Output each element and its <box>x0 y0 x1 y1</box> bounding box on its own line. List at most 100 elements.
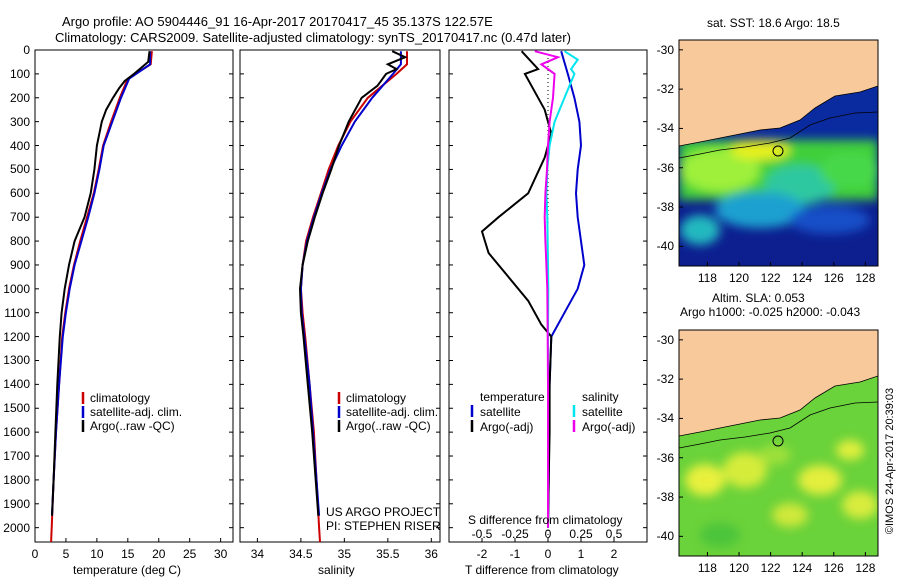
depth-tick-label: 700 <box>9 210 30 225</box>
depth-tick-label: 500 <box>9 162 30 177</box>
map-lat-tick-label: -34 <box>656 411 674 426</box>
temperature-tick-label: 0 <box>31 547 39 561</box>
temperature-panel <box>34 49 647 543</box>
difference-legend-swatches <box>470 405 576 432</box>
depth-tick-label: 2000 <box>3 520 30 535</box>
map-lat-tick-label: -38 <box>656 200 674 215</box>
map-lat-tick-label: -36 <box>656 160 674 175</box>
depth-tick-label: 1000 <box>3 281 30 296</box>
t-difference-tick-label: 0 <box>544 547 552 561</box>
series-s-argo-adj- <box>534 50 561 528</box>
float-marker-sla <box>772 435 784 447</box>
diff-legend-t-argo: Argo(-adj) <box>480 420 534 434</box>
t-difference-xlabel: T difference from climatology <box>465 563 619 577</box>
map-lat-tick-label: -36 <box>656 450 674 465</box>
salinity-tick-label: 36 <box>424 547 438 561</box>
depth-tick-label: 1400 <box>3 377 30 392</box>
salinity-axes-frame <box>239 49 441 543</box>
diff-legend-s-satellite: satellite <box>582 405 623 419</box>
sla-map-frame <box>678 329 879 557</box>
map-lat-tick-label: -30 <box>656 42 674 57</box>
depth-tick-label: 1200 <box>3 329 30 344</box>
project-annotation-line1: US ARGO PROJECT <box>326 505 441 519</box>
sla-map-image <box>679 330 878 556</box>
series-argo-raw-qc- <box>51 51 151 516</box>
sla-map-title-1: Altim. SLA: 0.053 <box>712 291 805 305</box>
series-argo-raw-qc- <box>298 50 408 516</box>
depth-tick-label: 1800 <box>3 472 30 487</box>
s-difference-tick-label: 0.5 <box>605 527 623 541</box>
salinity-panel <box>239 49 441 543</box>
temperature-xlabel: temperature (deg C) <box>73 563 182 577</box>
temperature-tick-label: 20 <box>152 547 166 561</box>
diff-legend-temperature: temperature <box>480 390 545 404</box>
depth-tick-label: 1500 <box>3 401 30 416</box>
temperature-tick-label: 15 <box>121 547 135 561</box>
series-satellite-adj-clim- <box>51 51 152 516</box>
depth-tick-label: 1300 <box>3 353 30 368</box>
s-difference-tick-label: -0.25 <box>501 527 529 541</box>
map-lat-tick-label: -40 <box>656 239 674 254</box>
s-difference-tick-label: 0 <box>544 527 552 541</box>
salinity-xlabel: salinity <box>318 563 355 577</box>
header-line-2: Climatology: CARS2009. Satellite-adjuste… <box>55 30 571 45</box>
depth-tick-label: 1700 <box>3 449 30 464</box>
map-lon-tick-label: 128 <box>855 561 876 575</box>
diff-legend-salinity: salinity <box>582 390 619 404</box>
series-t-argo-adj- <box>480 50 553 528</box>
diff-legend-s-argo: Argo(-adj) <box>582 420 636 434</box>
salinity-legend-satellite-adj: satellite-adj. clim. <box>346 405 439 419</box>
temperature-tick-label: 10 <box>90 547 104 561</box>
float-marker-sst <box>772 145 784 157</box>
map-lat-tick-label: -32 <box>656 372 674 387</box>
legend-climatology: climatology <box>90 391 151 405</box>
map-lon-tick-label: 120 <box>729 561 750 575</box>
map-lat-tick-label: -38 <box>656 490 674 505</box>
sst-map-image <box>679 40 878 266</box>
depth-tick-label: 200 <box>9 90 30 105</box>
map-lat-tick-label: -34 <box>656 121 674 136</box>
sla-map-title-2: Argo h1000: -0.025 h2000: -0.043 <box>680 305 861 319</box>
legend-argo: Argo(..raw -QC) <box>90 419 175 433</box>
salinity-tick-label: 35.5 <box>376 547 400 561</box>
depth-tick-label: 900 <box>9 257 30 272</box>
t-difference-tick-label: -1 <box>509 547 521 561</box>
map-lon-tick-label: 120 <box>729 271 750 285</box>
depth-tick-label: 600 <box>9 186 30 201</box>
series-s-satellite <box>545 50 580 528</box>
map-lat-tick-label: -40 <box>656 529 674 544</box>
depth-tick-label: 1600 <box>3 425 30 440</box>
map-lon-tick-label: 128 <box>855 271 876 285</box>
depth-tick-label: 100 <box>9 66 30 81</box>
temperature-axes-frame <box>34 49 234 543</box>
imos-credit: ©IMOS 24-Apr-2017 20:39:03 <box>884 387 896 535</box>
project-annotation-line2: PI: STEPHEN RISER <box>326 519 441 533</box>
s-difference-tick-label: -0.5 <box>471 527 493 541</box>
map-lat-tick-label: -32 <box>656 82 674 97</box>
map-lon-tick-label: 124 <box>792 271 813 285</box>
header-line-1: Argo profile: AO 5904446_91 16-Apr-2017 … <box>62 14 493 29</box>
temperature-tick-label: 25 <box>183 547 197 561</box>
diff-legend-t-satellite: satellite <box>480 405 521 419</box>
map-lon-tick-label: 126 <box>823 561 844 575</box>
depth-tick-label: 1900 <box>3 496 30 511</box>
map-lat-tick-label: -30 <box>656 332 674 347</box>
depth-tick-label: 300 <box>9 114 30 129</box>
map-lon-tick-label: 124 <box>792 561 813 575</box>
sst-map-frame <box>678 39 879 267</box>
salinity-tick-label: 34.5 <box>289 547 313 561</box>
t-difference-tick-label: 1 <box>577 547 585 561</box>
map-lon-tick-label: 122 <box>760 271 781 285</box>
salinity-legend-climatology: climatology <box>346 391 407 405</box>
temperature-tick-label: 30 <box>213 547 228 561</box>
map-lon-tick-label: 126 <box>823 271 844 285</box>
salinity-legend-argo: Argo(..raw -QC) <box>346 419 431 433</box>
t-difference-tick-label: -2 <box>476 547 488 561</box>
difference-panel <box>448 49 648 543</box>
s-difference-tick-label: 0.25 <box>569 527 593 541</box>
map-lon-tick-label: 122 <box>760 561 781 575</box>
map-lon-tick-label: 118 <box>697 561 717 575</box>
depth-tick-label: 1100 <box>4 305 30 320</box>
depth-tick-label: 400 <box>9 138 30 153</box>
